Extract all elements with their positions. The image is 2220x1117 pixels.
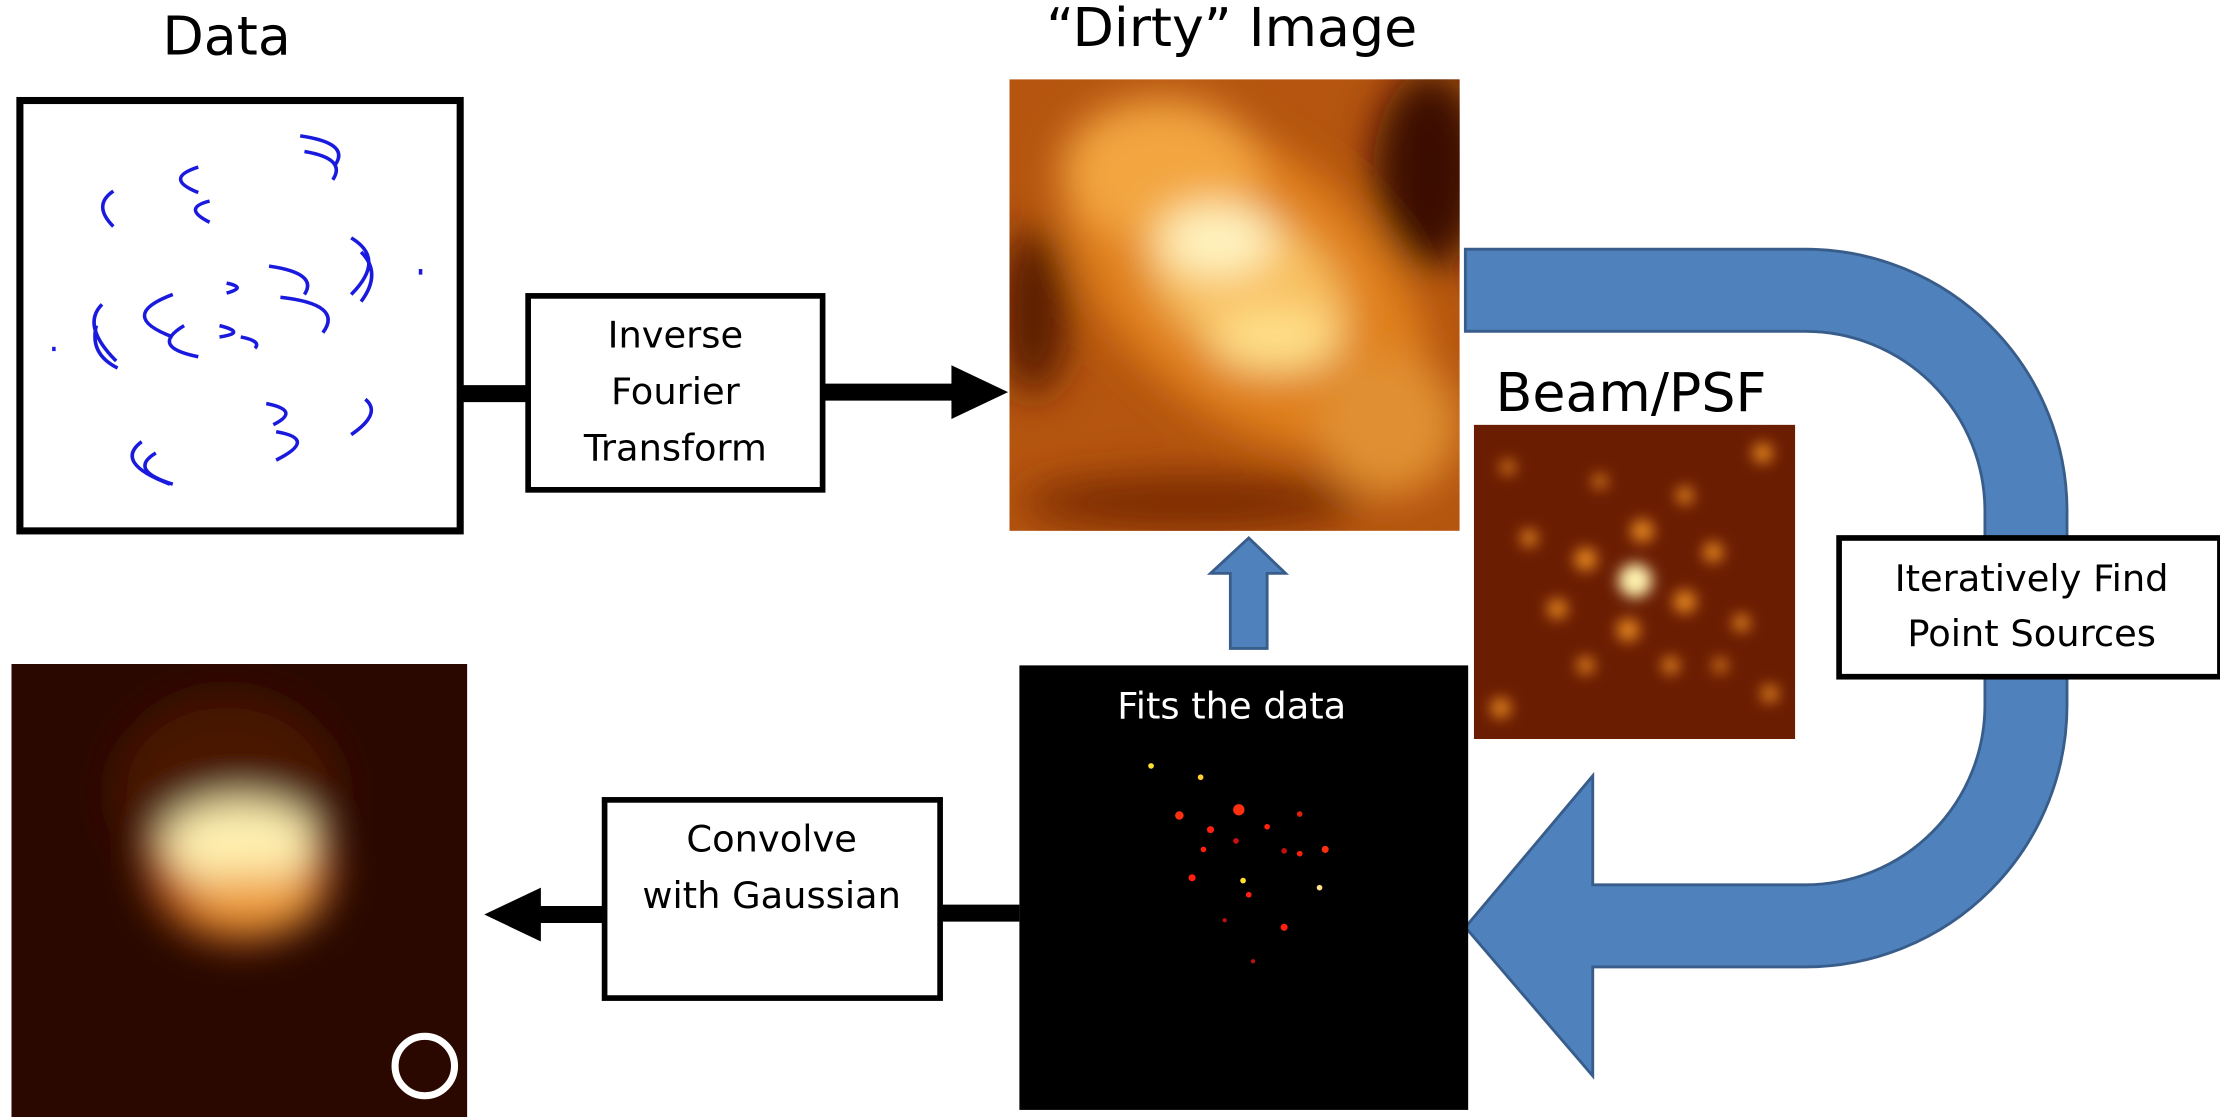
panel-title: “Dirty” Image <box>1046 0 1417 59</box>
step-label: Point Sources <box>1907 612 2156 655</box>
up-arrow <box>1211 538 1286 648</box>
step-label: with Gaussian <box>642 874 901 917</box>
step-label: Iteratively Find <box>1895 557 2169 600</box>
step-label: Fourier <box>611 370 741 413</box>
arrowhead <box>484 888 541 942</box>
diagram: Data Inverse Fourier Transform “Dirty” I… <box>0 0 2220 1117</box>
panel-title: Beam/PSF <box>1495 361 1766 424</box>
beam-image <box>1474 425 1795 739</box>
panel-caption: Fits the data <box>1117 684 1346 727</box>
step-label: Inverse <box>608 313 744 356</box>
panel-title: Data <box>162 4 290 67</box>
arrowhead <box>951 365 1008 419</box>
step-label: Transform <box>583 427 767 470</box>
model-image <box>1019 665 1468 1110</box>
result-image <box>11 664 467 1117</box>
dirty-image <box>998 49 1490 531</box>
data-frame <box>20 101 460 531</box>
step-label: Convolve <box>686 817 856 860</box>
page: Data Inverse Fourier Transform “Dirty” I… <box>0 0 2220 1117</box>
